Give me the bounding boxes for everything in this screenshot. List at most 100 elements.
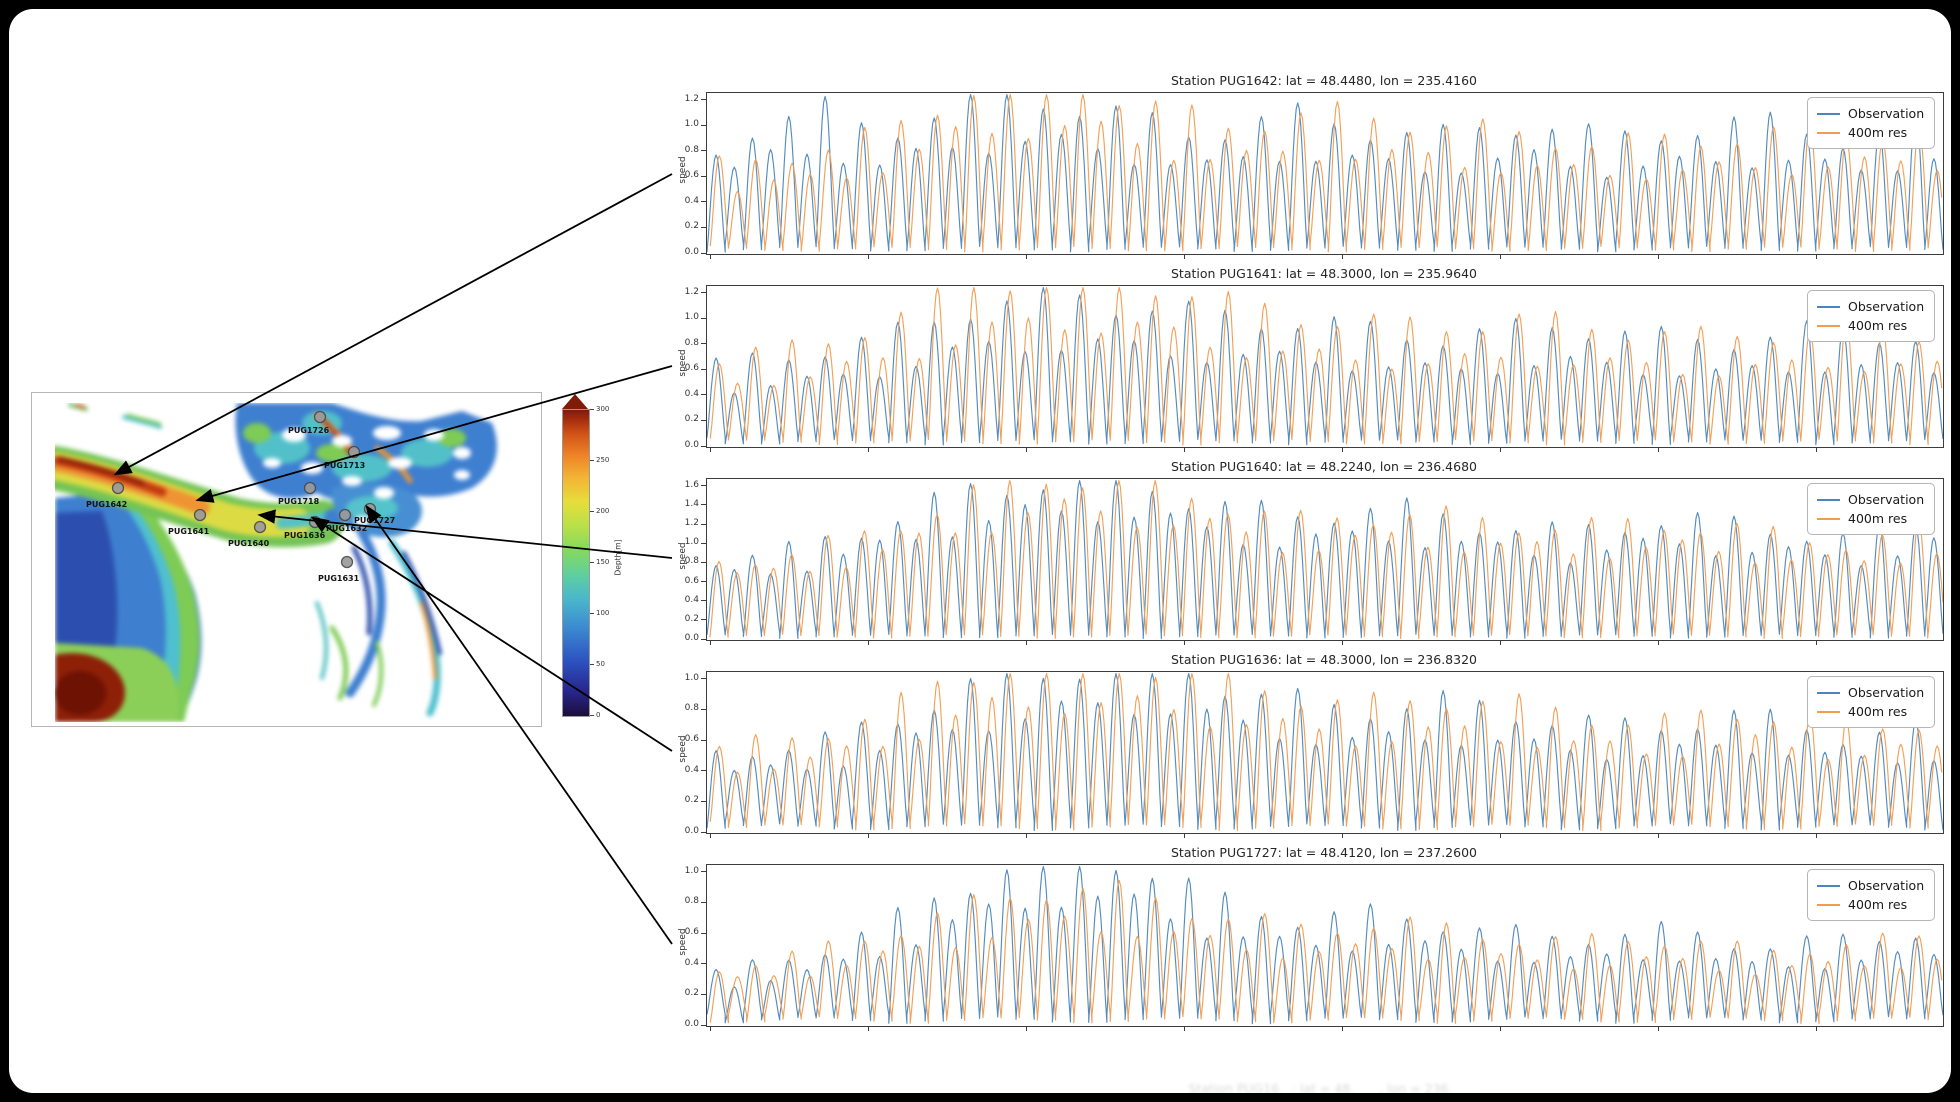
station-marker-PUG1718 <box>303 481 317 495</box>
x-tick-mark <box>1816 1026 1817 1031</box>
y-tick-mark <box>701 317 706 319</box>
legend-line-swatch <box>1817 324 1840 327</box>
colorbar-tick <box>590 510 594 512</box>
station-marker-PUG1641 <box>193 508 207 522</box>
x-tick-mark <box>1026 640 1027 645</box>
y-tick-label: 1.0 <box>684 537 699 548</box>
y-tick-label: 0.6 <box>684 734 699 744</box>
plot-title-PUG1642: Station PUG1642: lat = 48.4480, lon = 23… <box>1171 73 1477 88</box>
x-tick-mark <box>1342 447 1343 452</box>
x-tick-mark <box>1500 833 1501 838</box>
colorbar-tick <box>590 663 594 665</box>
series-line-400m-res <box>709 673 1943 832</box>
y-tick-label: 0.6 <box>684 170 699 181</box>
colorbar-tick <box>590 612 594 614</box>
y-tick-mark <box>701 292 706 294</box>
x-tick-mark <box>1342 833 1343 838</box>
axes-PUG1641 <box>706 285 1944 448</box>
series-line-observation <box>706 287 1944 446</box>
x-tick-mark <box>710 447 711 452</box>
x-tick-mark <box>1342 1026 1343 1031</box>
y-tick-mark <box>701 770 706 772</box>
y-tick-mark <box>701 1024 706 1026</box>
colorbar-tick <box>590 714 594 716</box>
series-canvas-PUG1641 <box>706 287 1944 446</box>
figure-canvas: PUG1726 PUG1713 PUG1718 PUG1642 PUG1641 PUG16… <box>9 9 1951 1093</box>
y-tick-mark <box>701 504 706 506</box>
x-tick-mark <box>1500 447 1501 452</box>
colorbar-tick-label: 0 <box>596 711 601 719</box>
station-label-PUG1641: PUG1641 <box>168 527 210 536</box>
station-marker-PUG1640 <box>253 520 267 534</box>
y-tick-label: 0.2 <box>684 988 699 999</box>
station-marker-PUG1632 <box>338 508 352 522</box>
y-tick-mark <box>701 871 706 873</box>
legend-item: Observation <box>1817 683 1924 702</box>
axes-PUG1640 <box>706 478 1944 641</box>
legend-line-swatch <box>1817 710 1840 713</box>
legend-item-label: 400m res <box>1848 125 1908 140</box>
x-tick-mark <box>1816 833 1817 838</box>
y-tick-mark <box>701 993 706 995</box>
x-tick-mark <box>710 254 711 259</box>
legend-item-label: 400m res <box>1848 318 1908 333</box>
y-tick-label: 0.0 <box>684 826 699 836</box>
colorbar-tick <box>590 561 594 563</box>
axes-PUG1727 <box>706 864 1944 1027</box>
x-tick-mark <box>868 640 869 645</box>
y-tick-mark <box>701 739 706 741</box>
partial-bottom-title: Station PUG16__: lat = 48.____, lon = 23… <box>1188 1081 1478 1093</box>
y-tick-label: 1.6 <box>684 479 699 490</box>
y-tick-mark <box>701 150 706 152</box>
series-line-observation <box>706 480 1944 640</box>
x-tick-mark <box>868 447 869 452</box>
x-tick-mark <box>1026 833 1027 838</box>
legend-item-label: Observation <box>1848 106 1925 121</box>
y-tick-mark <box>701 343 706 345</box>
legend-PUG1641: Observation 400m res <box>1807 290 1936 342</box>
legend-item: 400m res <box>1817 316 1924 335</box>
colorbar-gradient <box>562 409 590 717</box>
legend-item: Observation <box>1817 876 1924 895</box>
legend-item: 400m res <box>1817 895 1924 914</box>
y-tick-label: 0.8 <box>684 556 699 567</box>
station-marker-PUG1642 <box>111 481 125 495</box>
x-tick-mark <box>1816 447 1817 452</box>
y-tick-label: 0.4 <box>684 764 699 775</box>
y-tick-label: 0.0 <box>684 1019 699 1029</box>
x-tick-mark <box>868 254 869 259</box>
colorbar-tick <box>590 408 594 410</box>
x-tick-mark <box>710 1026 711 1031</box>
y-tick-mark <box>701 800 706 802</box>
legend-line-swatch <box>1817 498 1840 501</box>
station-label-PUG1632: PUG1632 <box>326 524 367 533</box>
x-tick-mark <box>868 833 869 838</box>
y-tick-mark <box>701 523 706 525</box>
y-tick-mark <box>701 368 706 370</box>
station-marker-PUG1713 <box>347 445 361 459</box>
y-tick-label: 0.0 <box>684 247 699 257</box>
x-tick-mark <box>1184 1026 1185 1031</box>
legend-item-label: 400m res <box>1848 511 1908 526</box>
y-tick-label: 0.4 <box>684 388 699 399</box>
colorbar-tick-label: 300 <box>596 405 610 413</box>
bathymetry-layers <box>55 403 497 722</box>
y-tick-mark <box>701 901 706 903</box>
legend-item-label: Observation <box>1848 492 1925 507</box>
y-tick-label: 0.2 <box>684 613 699 624</box>
colorbar-tick <box>590 459 594 461</box>
y-tick-mark <box>701 619 706 621</box>
legend-PUG1636: Observation 400m res <box>1807 676 1936 728</box>
y-tick-label: 1.0 <box>684 119 699 130</box>
y-tick-label: 0.6 <box>684 927 699 937</box>
y-tick-mark <box>701 485 706 487</box>
y-tick-mark <box>701 394 706 396</box>
x-tick-mark <box>1658 833 1659 838</box>
station-label-PUG1642: PUG1642 <box>86 500 127 509</box>
y-tick-label: 0.6 <box>684 575 699 586</box>
series-line-observation <box>706 673 1944 832</box>
legend-item: 400m res <box>1817 123 1924 142</box>
x-tick-mark <box>1816 640 1817 645</box>
y-tick-label: 0.0 <box>684 440 699 450</box>
legend-line-swatch <box>1817 305 1840 308</box>
